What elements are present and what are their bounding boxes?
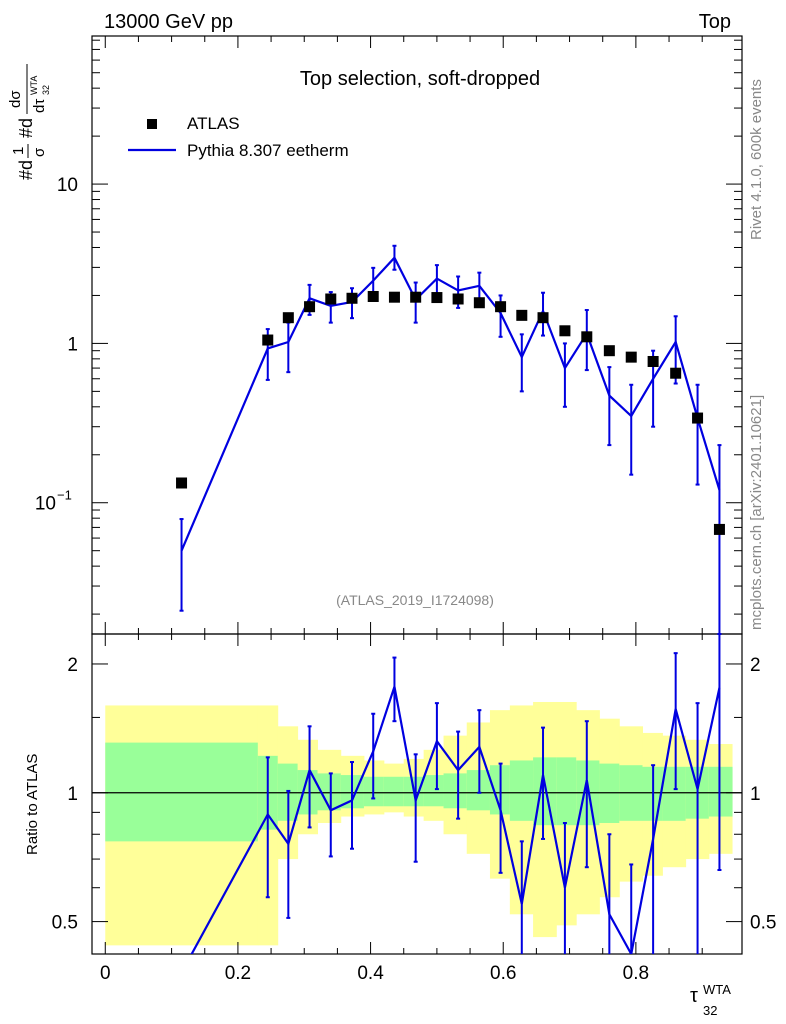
legend-mc-label: Pythia 8.307 eetherm [187, 141, 349, 160]
data-point [367, 290, 379, 302]
svg-text:WTA: WTA [29, 76, 39, 95]
energy-label: 13000 GeV pp [104, 11, 233, 33]
data-point [410, 291, 422, 303]
x-tick-label: 0.6 [490, 963, 516, 984]
data-point [670, 367, 682, 379]
mc-line [180, 255, 721, 552]
y-tick-label: 1 [67, 334, 78, 355]
ratio-y-tick-label-right: 2 [750, 655, 761, 676]
data-point [473, 297, 485, 309]
data-point [559, 325, 571, 337]
data-point [537, 312, 549, 324]
svg-text:σ: σ [31, 147, 48, 157]
ratio-y-label: Ratio to ATLAS [24, 754, 41, 855]
uncertainty-bands [105, 701, 733, 946]
axis-ticks [92, 36, 742, 954]
data-series-main [176, 290, 725, 535]
data-point [262, 334, 274, 346]
data-point [176, 477, 188, 489]
data-point [452, 293, 464, 305]
ratio-y-tick-label-left: 1 [67, 784, 78, 805]
analysis-id: (ATLAS_2019_I1724098) [336, 592, 494, 608]
inner-band-bin [317, 773, 342, 811]
svg-text:dτ: dτ [31, 99, 48, 113]
generator-label: Rivet 4.1.0, 600k events [748, 79, 765, 240]
legend: ATLAS Pythia 8.307 eetherm [128, 114, 349, 160]
data-point [325, 293, 337, 305]
inner-band-bin [383, 776, 405, 807]
legend-data-label: ATLAS [187, 114, 240, 133]
svg-text:32: 32 [703, 1003, 717, 1018]
x-tick-label: 0 [100, 963, 111, 984]
data-point [516, 309, 528, 321]
data-point [346, 292, 358, 304]
svg-text:WTA: WTA [703, 982, 731, 997]
data-point [431, 292, 443, 304]
source-label: mcplots.cern.ch [arXiv:2401.10621] [748, 395, 765, 630]
inner-band-bin [443, 773, 468, 809]
legend-data-marker [147, 119, 157, 129]
data-point [304, 301, 316, 313]
y-tick-label: 10 [35, 494, 56, 515]
inner-band-bin [105, 742, 259, 842]
data-point [625, 351, 637, 363]
ratio-y-tick-label-left: 0.5 [52, 913, 78, 934]
process-label: Top [699, 11, 731, 33]
data-point [581, 331, 593, 343]
svg-text:32: 32 [41, 85, 51, 95]
x-tick-label: 0.4 [357, 963, 384, 984]
data-point [713, 523, 725, 535]
y-tick-exponent: −1 [57, 488, 72, 503]
x-tick-label: 0.8 [623, 963, 649, 984]
chart-title: Top selection, soft-dropped [300, 68, 540, 90]
ratio-y-tick-label-right: 1 [750, 784, 761, 805]
inner-band-bin [509, 760, 534, 821]
data-point [495, 301, 507, 313]
y-tick-label: 10 [57, 175, 78, 196]
data-point [603, 345, 615, 357]
inner-band-bin [423, 775, 445, 807]
x-axis-label: τ WTA 32 [690, 982, 731, 1018]
inner-band-bin [662, 766, 687, 821]
svg-text:τ: τ [690, 985, 698, 1007]
mc-series-main [179, 244, 722, 635]
y-axis-label-main: #d 1 σ #d dσ dτ WTA 32 [7, 64, 51, 180]
svg-text:1: 1 [10, 147, 27, 155]
inner-band-bin [533, 757, 557, 826]
svg-text:#d: #d [16, 160, 36, 180]
data-point [692, 412, 704, 424]
ratio-y-tick-label-right: 0.5 [750, 913, 776, 934]
inner-band-bin [556, 757, 577, 826]
inner-band-bin [708, 766, 733, 817]
data-point [282, 312, 294, 324]
ratio-panel-frame [91, 633, 743, 955]
data-point [647, 355, 659, 367]
mc-series-ratio [190, 634, 722, 954]
ratio-y-tick-label-left: 2 [67, 655, 78, 676]
x-tick-label: 0.2 [225, 963, 251, 984]
svg-text:dσ: dσ [7, 90, 24, 108]
data-point [388, 291, 400, 303]
svg-text:#d: #d [16, 118, 36, 138]
